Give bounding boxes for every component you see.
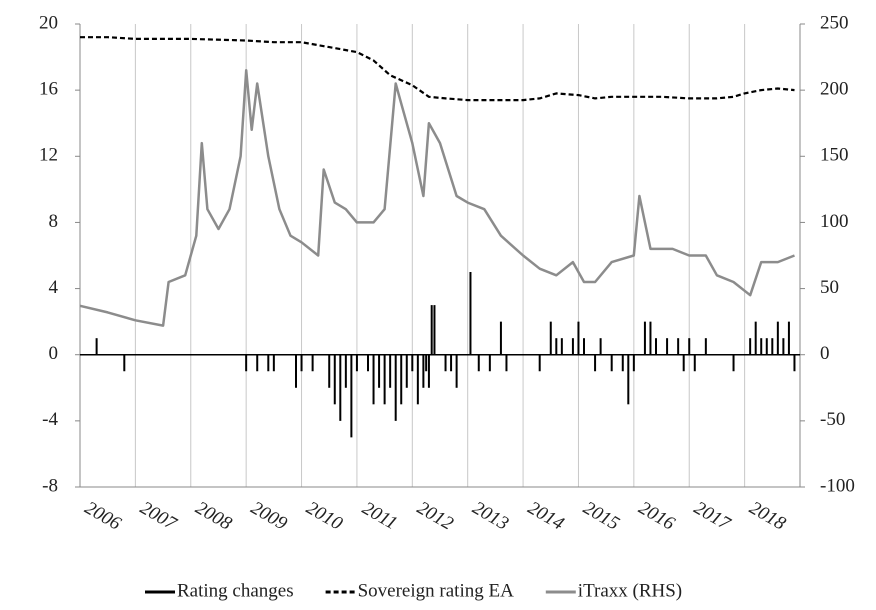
x-tick-label: 2014 (524, 497, 568, 534)
y-tick-label: 16 (39, 79, 58, 100)
y2-tick-label: 0 (820, 343, 830, 364)
y-tick-label: -4 (42, 409, 58, 430)
y-tick-label: 4 (49, 277, 59, 298)
x-tick-label: 2007 (136, 497, 181, 535)
y-tick-label: 20 (39, 12, 58, 33)
x-tick-label: 2008 (192, 497, 236, 534)
y-tick-label: -8 (42, 475, 58, 496)
y2-tick-label: -100 (820, 475, 855, 496)
y2-tick-label: 200 (820, 79, 849, 100)
legend-label: Sovereign rating EA (358, 580, 514, 601)
x-tick-label: 2009 (247, 497, 291, 534)
series-line (79, 69, 795, 327)
y2-tick-label: 150 (820, 145, 849, 166)
y-tick-label: 0 (49, 343, 59, 364)
y2-tick-label: -50 (820, 409, 845, 430)
x-tick-label: 2017 (690, 497, 735, 535)
x-tick-label: 2013 (469, 497, 512, 534)
legend-label: iTraxx (RHS) (578, 580, 682, 601)
legend-label: Rating changes (177, 580, 294, 601)
x-tick-label: 2015 (579, 497, 622, 534)
x-tick-label: 2018 (746, 497, 790, 534)
x-tick-label: 2010 (303, 497, 347, 534)
y-tick-label: 12 (39, 145, 58, 166)
x-tick-label: 2006 (81, 497, 125, 534)
y2-tick-label: 100 (820, 211, 849, 232)
y-tick-label: 8 (49, 211, 59, 232)
x-tick-label: 2012 (413, 497, 457, 534)
y2-tick-label: 50 (820, 277, 839, 298)
y2-tick-label: 250 (820, 12, 849, 33)
series-line (80, 36, 795, 102)
x-tick-label: 2011 (359, 498, 401, 534)
x-tick-label: 2016 (635, 497, 679, 534)
